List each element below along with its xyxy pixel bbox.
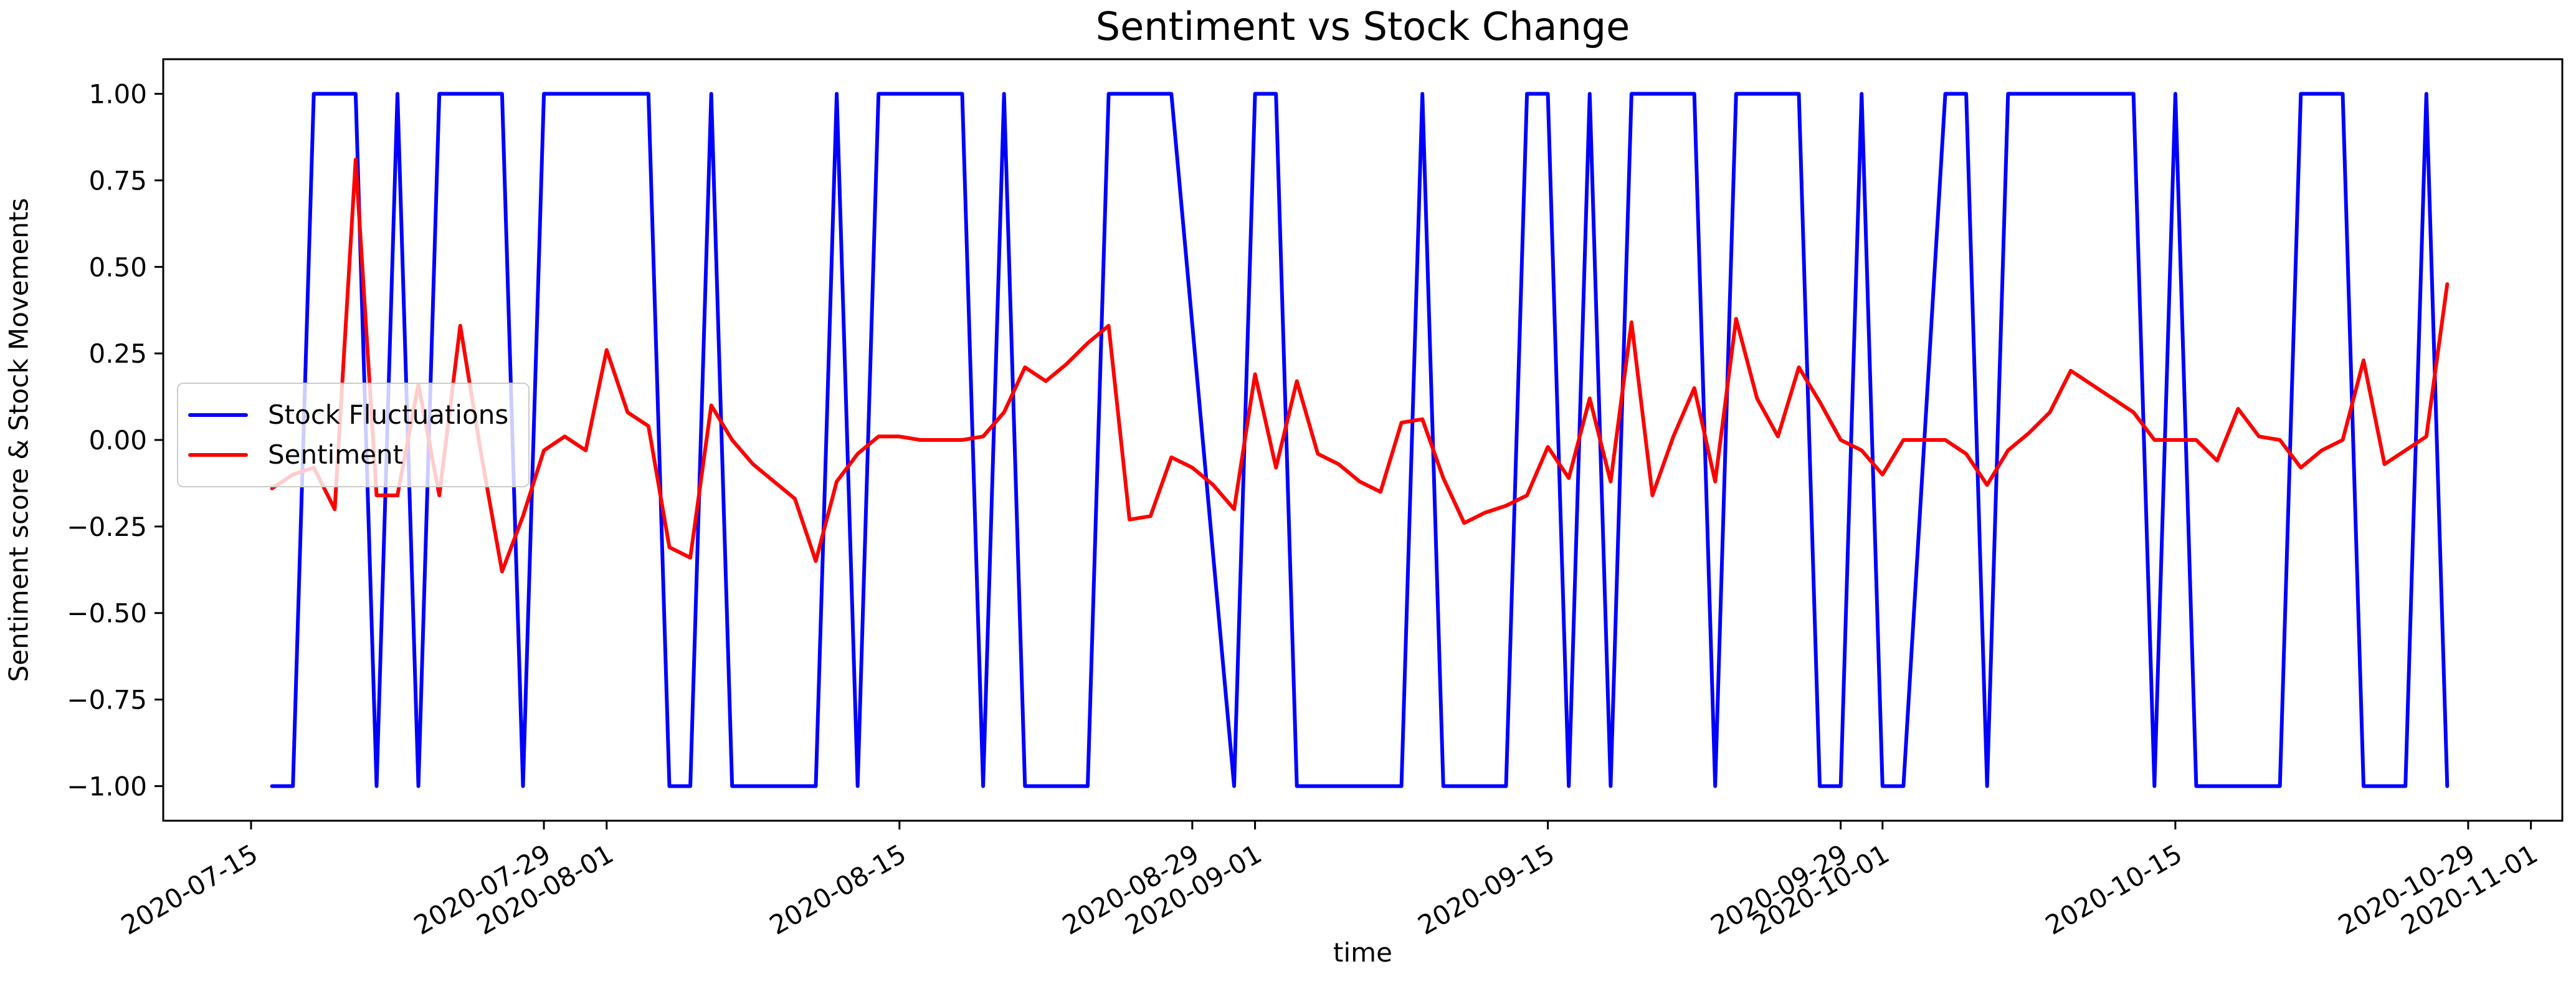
y-tick-label: 0.75 [88, 165, 147, 196]
y-tick-label: −0.50 [67, 598, 147, 629]
legend-label: Sentiment [268, 439, 404, 471]
legend-line-swatch [188, 413, 248, 417]
chart-title: Sentiment vs Stock Change [1095, 4, 1630, 49]
y-axis-label: Sentiment score & Stock Movements [3, 198, 34, 682]
series-sentiment [270, 158, 2450, 574]
y-tick-label: 0.25 [88, 338, 147, 369]
y-tick-label: 0.00 [88, 425, 147, 456]
series-stock-fluctuations [270, 92, 2450, 788]
y-tick-label: 1.00 [88, 79, 147, 110]
x-tick-label: 2020-08-15 [764, 838, 911, 940]
y-tick-label: −0.75 [67, 685, 147, 715]
legend-label: Stock Fluctuations [268, 399, 509, 430]
x-tick-label: 2020-07-15 [116, 838, 263, 940]
y-tick-label: −1.00 [67, 771, 147, 801]
x-tick-label: 2020-10-15 [2040, 838, 2187, 940]
x-tick-label: 2020-09-15 [1413, 838, 1560, 940]
y-tick-label: −0.25 [67, 512, 147, 542]
y-tick-label: 0.50 [88, 252, 147, 282]
legend-item: Stock Fluctuations [188, 399, 517, 430]
x-axis-label: time [1333, 937, 1392, 968]
legend-line-swatch [188, 453, 248, 457]
legend-item: Sentiment [188, 442, 517, 468]
legend: Stock Fluctuations Sentiment [177, 383, 530, 487]
